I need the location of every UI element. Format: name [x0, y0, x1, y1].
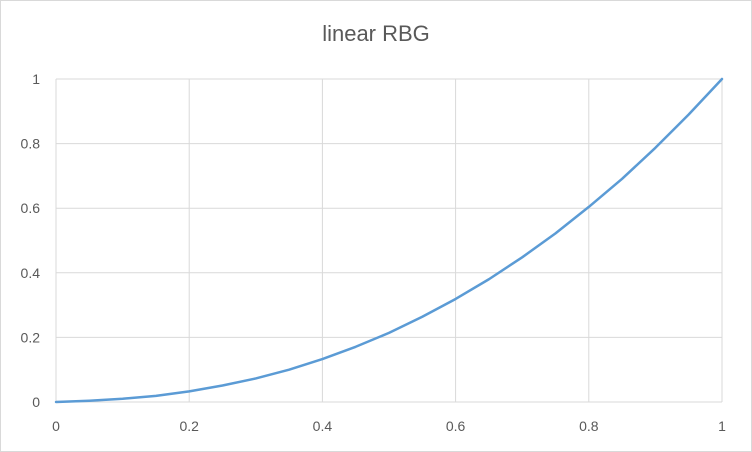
x-tick-label: 0.6 [446, 418, 466, 434]
series-line [54, 77, 724, 404]
x-tick-label: 0 [52, 418, 60, 434]
y-tick-label: 0.8 [21, 136, 41, 152]
x-tick-label: 1 [718, 418, 726, 434]
y-tick-label: 0.4 [21, 265, 41, 281]
x-tick-label: 0.2 [179, 418, 199, 434]
x-tick-label: 0.8 [579, 418, 599, 434]
y-tick-label: 0 [32, 394, 40, 410]
y-tick-label: 0.2 [21, 329, 41, 345]
x-tick-label: 0.4 [313, 418, 333, 434]
y-tick-label: 1 [32, 71, 40, 87]
chart-title: linear RBG [322, 21, 430, 46]
y-tick-label: 0.6 [21, 200, 41, 216]
